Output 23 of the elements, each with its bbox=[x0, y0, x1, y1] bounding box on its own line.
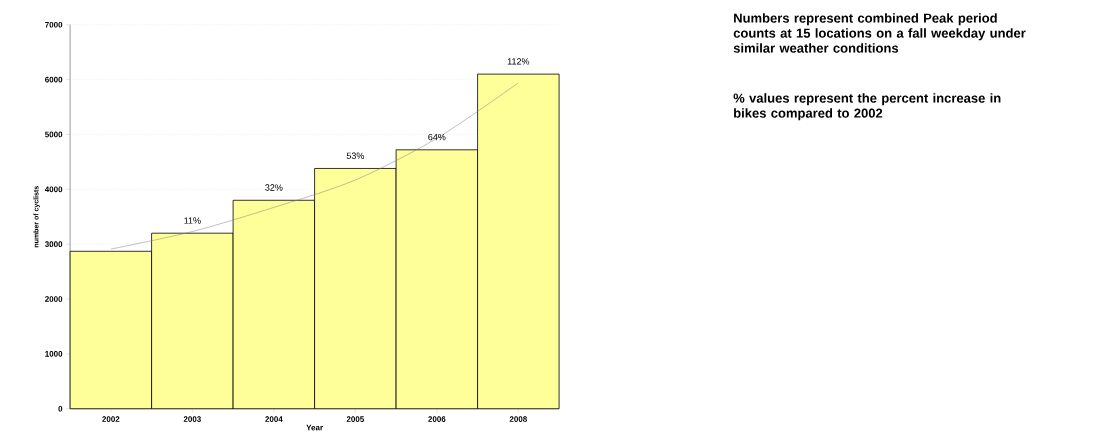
x-tick-label: 2004 bbox=[265, 416, 283, 423]
y-tick-label: 6000 bbox=[45, 76, 63, 83]
annotation: 11% bbox=[184, 217, 201, 224]
x-axis-title: Year bbox=[306, 424, 323, 431]
x-tick-label: 2008 bbox=[509, 416, 527, 423]
x-tick-label: 2002 bbox=[102, 416, 120, 423]
y-tick-label: 7000 bbox=[45, 22, 63, 28]
y-tick-label: 3000 bbox=[44, 241, 63, 248]
annotation: 32% bbox=[265, 184, 283, 191]
annotation: 64% bbox=[428, 134, 446, 141]
y-tick-label: 1000 bbox=[45, 351, 63, 357]
x-tick-label: 2005 bbox=[346, 416, 365, 423]
y-tick-label: 0 bbox=[58, 406, 63, 412]
x-tick-label: 2006 bbox=[428, 416, 446, 423]
line-series bbox=[110, 82, 519, 250]
text: Numbers represent combined Peak period counts at 15 locations on a fall weekday under similar weather conditions bbox=[733, 13, 1026, 53]
x-tick-label: 2003 bbox=[183, 416, 201, 423]
text: % values represent the percent increase in bikes compared to 2002 bbox=[733, 93, 1001, 121]
y-tick-label: 2000 bbox=[45, 296, 63, 302]
y-tick-label: 4000 bbox=[44, 186, 63, 193]
annotation: 53% bbox=[346, 152, 365, 160]
y-tick-label: 5000 bbox=[45, 131, 63, 138]
annotation: 112% bbox=[507, 58, 530, 65]
